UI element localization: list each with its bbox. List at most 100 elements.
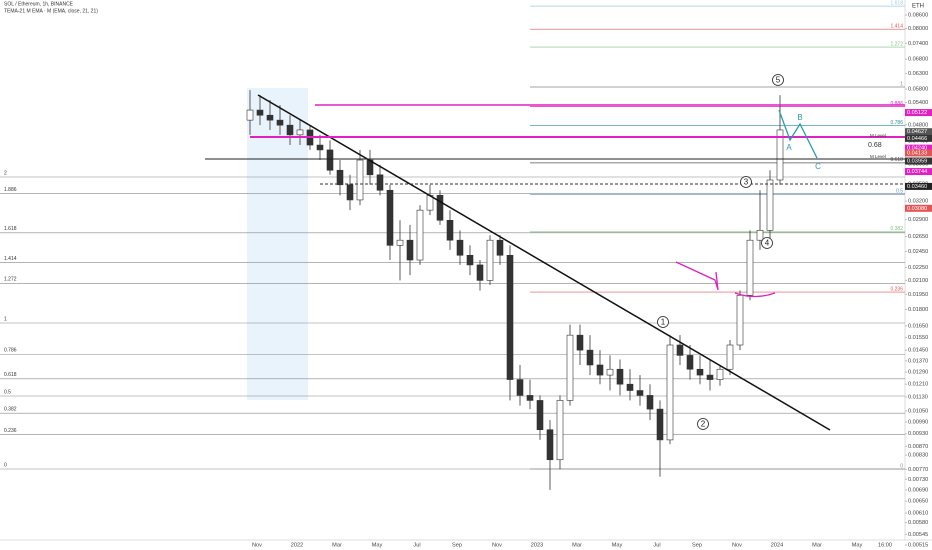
candle-body [446, 219, 454, 241]
price-badge [905, 109, 932, 117]
candle-body [636, 390, 644, 396]
wave-label: 5 [776, 76, 781, 85]
candle-body [336, 169, 344, 186]
x-tick-label: May [612, 542, 623, 548]
y-tick-label: 0.01650 [908, 323, 928, 329]
abc-label: A [786, 143, 792, 152]
fib-label: 0.786 [4, 348, 17, 354]
y-tick-label: 0.01450 [908, 348, 928, 354]
x-tick-label: Sep [692, 542, 702, 548]
price-badge [905, 204, 932, 212]
y-tick-label: 0.00730 [908, 477, 928, 483]
price-badge-label: 0.03080 [907, 206, 927, 212]
candle-body [526, 395, 534, 401]
fib-label: 1.618 [4, 226, 17, 232]
candle-body [676, 344, 684, 356]
fib-label: 1.414 [890, 24, 903, 30]
wave-circle [697, 418, 709, 430]
candle-body [596, 364, 604, 376]
candle-body [746, 239, 754, 296]
price-badge [905, 128, 932, 136]
candle-body [626, 383, 634, 391]
price-badge [905, 144, 932, 152]
candle-body [576, 334, 584, 351]
x-tick-label: Mar [812, 542, 822, 548]
candle-body [606, 368, 614, 376]
price-badge-label: 0.05122 [907, 110, 927, 116]
x-tick-label: Jul [653, 542, 660, 548]
candle-body [476, 264, 484, 281]
price-badge-label: 0.04133 [907, 150, 927, 156]
candle-body [506, 254, 514, 380]
highlight-zone [247, 88, 308, 400]
price-badge [905, 157, 932, 165]
price-badge-label: 0.04240 [907, 146, 927, 152]
y-tick-label: 0.02250 [908, 265, 928, 271]
candle-body [566, 334, 574, 401]
y-tick-label: 0.00930 [908, 431, 928, 437]
fib-label: 1.272 [890, 41, 903, 47]
candle-body [276, 119, 284, 126]
candle-body [436, 195, 444, 221]
fib-label: 1.618 [890, 0, 903, 6]
price-badge [905, 134, 932, 142]
x-tick-label: Nov [732, 542, 742, 548]
candle-body [516, 379, 524, 396]
x-tick-label: Sep [452, 542, 462, 548]
candle-body [696, 368, 704, 376]
y-tick-label: 0.01800 [908, 307, 928, 313]
magenta-arrow [675, 261, 776, 298]
fib-label: 1.886 [4, 187, 17, 193]
fib-label: 0.236 [890, 286, 903, 292]
fib-label: 0 [4, 462, 7, 468]
price-badge [905, 182, 932, 190]
y-tick-label: 0.03200 [908, 199, 928, 205]
candle-body [466, 254, 474, 266]
candle-body [656, 408, 664, 441]
annotation: 0.68 [868, 142, 882, 149]
candle-body [316, 144, 324, 151]
wave-label: 3 [744, 178, 749, 187]
y-tick-label: 0.00990 [908, 419, 928, 425]
wave-circle [772, 74, 784, 86]
candle-body [706, 374, 714, 380]
wave-label: 2 [701, 420, 706, 429]
annotation: M Level [870, 133, 886, 138]
price-badge-label: 0.03744 [907, 169, 927, 175]
candle-body [646, 395, 654, 410]
y-tick-label: 0.00690 [908, 487, 928, 493]
x-tick-label: May [852, 542, 863, 548]
wave-circle [761, 237, 773, 249]
fib-label: 2 [4, 170, 7, 176]
y-tick-label: 0.07400 [908, 41, 928, 47]
y-tick-label: 0.02100 [908, 278, 928, 284]
x-tick-label: Nov [492, 542, 502, 548]
y-tick-label: 0.00830 [908, 453, 928, 459]
y-tick-label: 0.01130 [908, 395, 928, 401]
x-tick-label: 16:00 [878, 542, 892, 548]
candle-body [686, 355, 694, 370]
x-tick-label: 2024 [771, 542, 783, 548]
abc-label: C [815, 162, 821, 171]
fib-label: 1.414 [4, 256, 17, 262]
candle-body [756, 230, 764, 241]
y-tick-label: 0.00770 [908, 467, 928, 473]
x-tick-label: Mar [572, 542, 582, 548]
fib-label: 0.236 [4, 428, 17, 434]
fib-label: 1 [4, 316, 7, 322]
candle-body [406, 239, 414, 261]
candle-body [496, 239, 504, 256]
candle-body [356, 159, 364, 201]
indicator-label: TEMA-21 M EMA · M (EMA, close, 21, 21) [4, 8, 98, 14]
candle-body [586, 349, 594, 366]
candle-body [716, 368, 724, 380]
y-tick-label: 0.06800 [908, 57, 928, 63]
candle-body [386, 189, 394, 246]
fib-label: 0.618 [4, 372, 17, 378]
candle-body [286, 124, 294, 136]
y-tick-label: 0.02650 [908, 234, 928, 240]
y-tick-label: 0.01050 [908, 408, 928, 414]
wave-circle [740, 176, 752, 188]
candle-body [326, 149, 334, 171]
